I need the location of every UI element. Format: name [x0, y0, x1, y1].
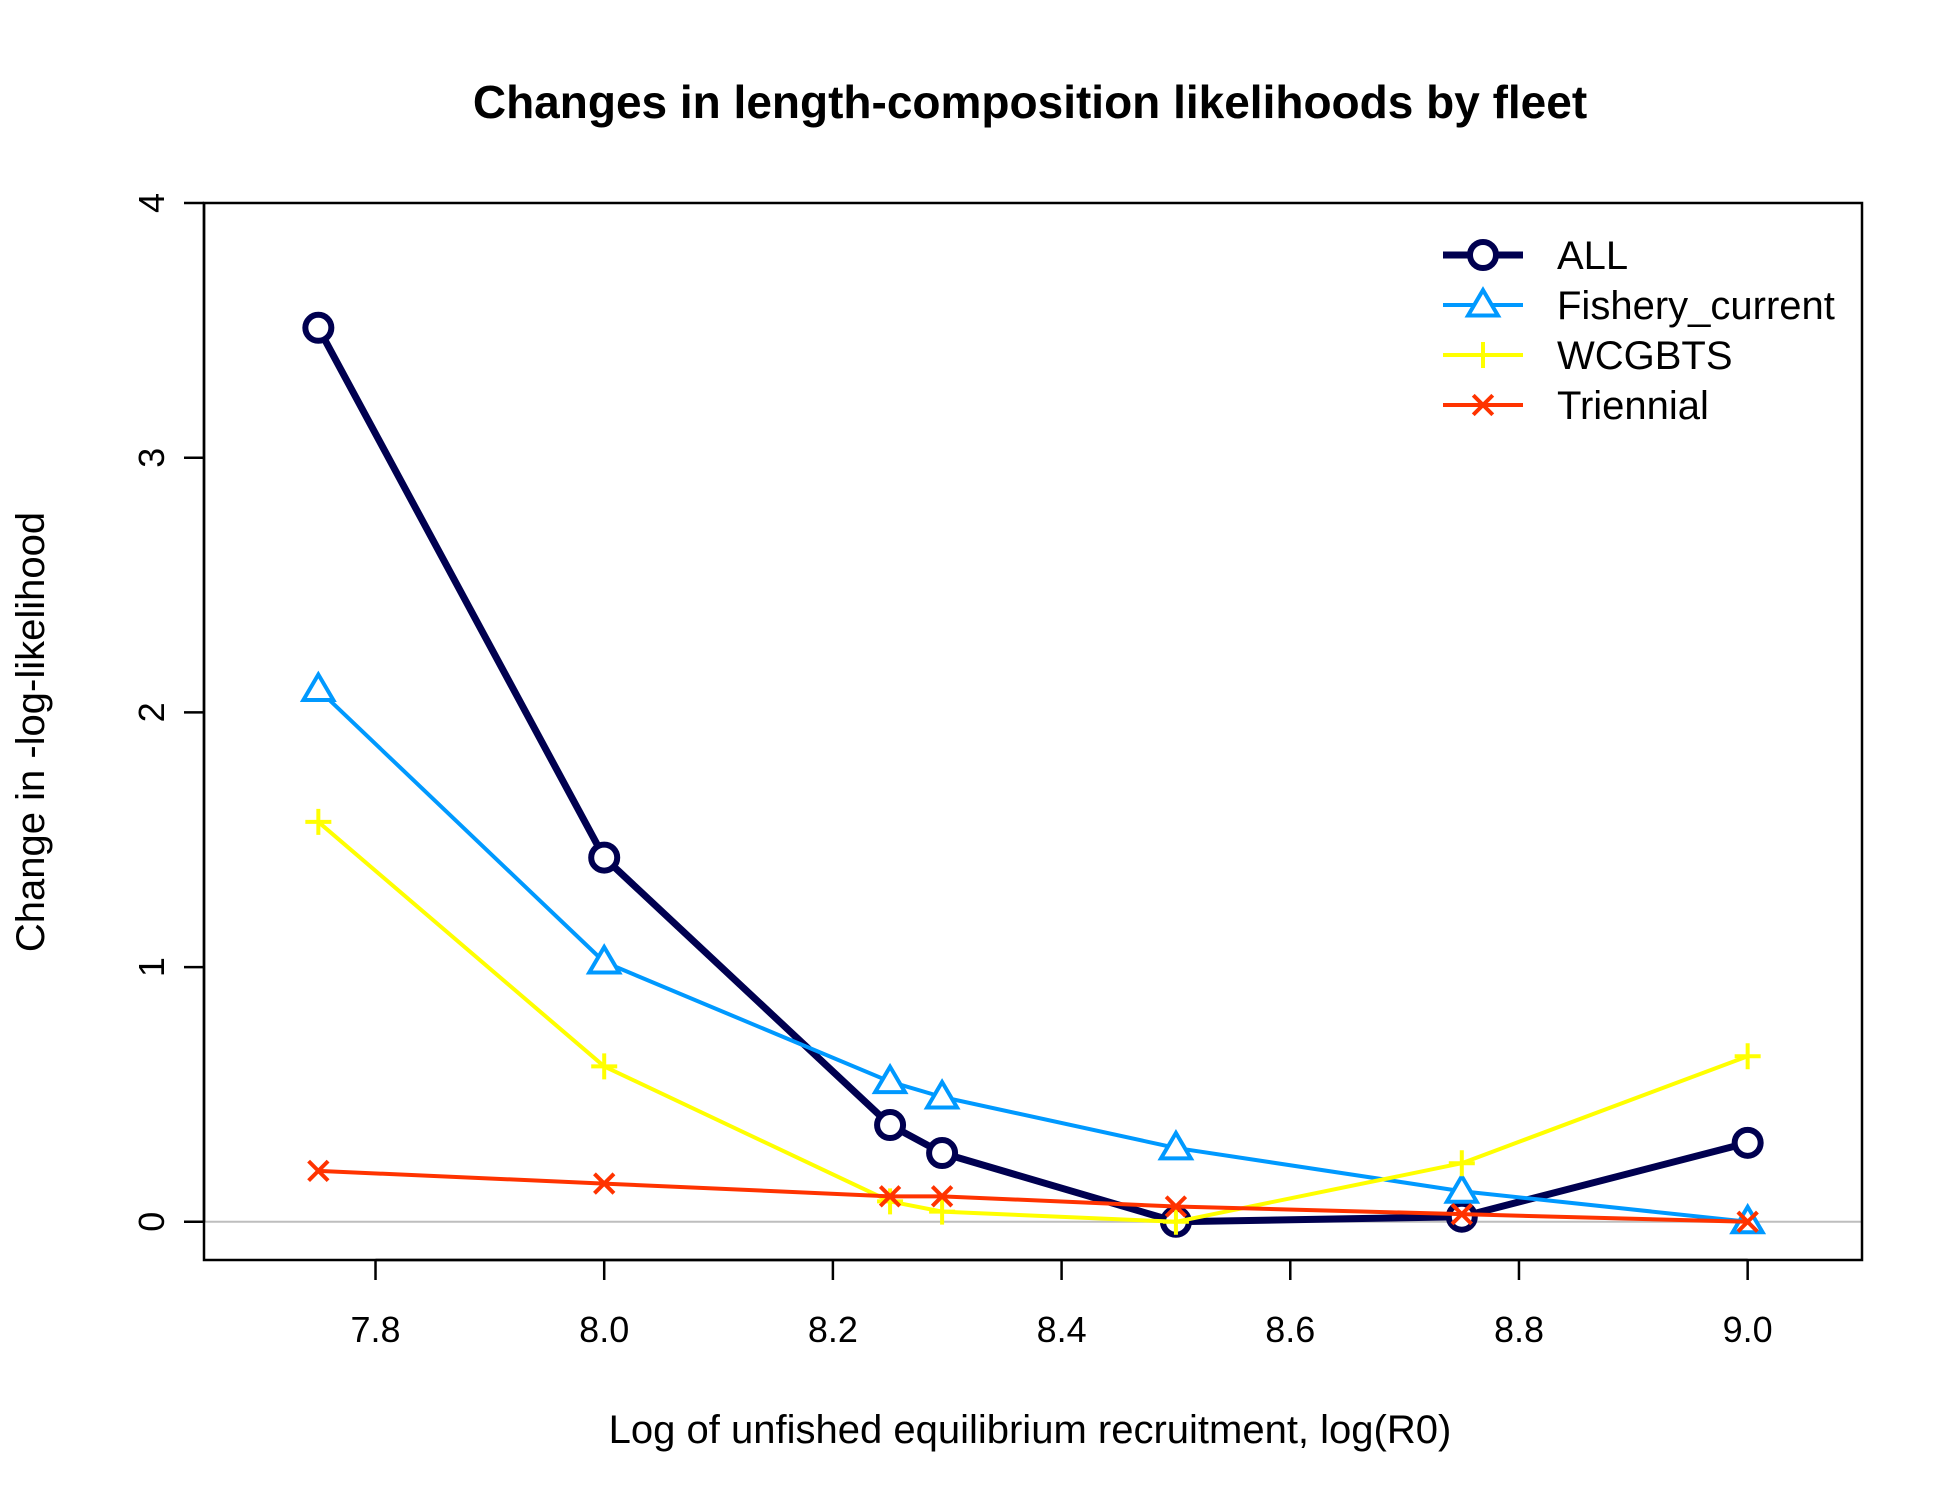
data-point-all: [588, 841, 621, 874]
data-point-wcgbts: [1734, 1043, 1761, 1070]
series-line-fishery-current: [316, 688, 1748, 1224]
legend-marker-wcgbts: [1470, 342, 1496, 368]
chart-title: Changes in length-composition likelihood…: [473, 76, 1587, 128]
x-tick-label: 8.2: [808, 1309, 858, 1350]
data-point-fishery-current: [1443, 1172, 1481, 1204]
legend: ALL Fishery_current WCGBTS Triennial: [1443, 234, 1835, 428]
data-point-wcgbts: [929, 1198, 956, 1225]
data-point-all: [874, 1109, 907, 1142]
x-tick-label: 9.0: [1723, 1309, 1773, 1350]
data-point-triennial: [878, 1185, 902, 1208]
legend-label-fishery-current: Fishery_current: [1557, 284, 1835, 328]
x-tick-label: 8.8: [1494, 1309, 1544, 1350]
data-point-triennial: [930, 1185, 954, 1208]
legend-label-triennial: Triennial: [1557, 384, 1709, 428]
data-point-fishery-current: [871, 1062, 909, 1095]
data-point-wcgbts: [1448, 1150, 1475, 1177]
y-tick-label: 0: [131, 1212, 172, 1232]
data-point-triennial: [1450, 1202, 1473, 1226]
data-point-all: [926, 1137, 959, 1170]
series-triennial: [307, 1159, 1759, 1233]
y-tick-label: 4: [131, 193, 172, 213]
x-tick-label: 8.4: [1037, 1309, 1087, 1350]
legend-label-all: ALL: [1557, 234, 1628, 278]
series-all: [302, 311, 1764, 1238]
data-point-triennial: [307, 1159, 330, 1183]
plot-area: 7.8 8.0 8.2 8.4 8.6 8.8 9.0 0 1 2 3 4 ALL Fishery_cur…: [131, 193, 1864, 1350]
data-point-triennial: [1736, 1210, 1759, 1233]
x-tick-label: 8.0: [579, 1309, 629, 1350]
y-tick-label: 1: [131, 957, 172, 977]
data-point-fishery-current: [1157, 1129, 1195, 1161]
x-tick-label: 8.6: [1265, 1309, 1315, 1350]
data-point-triennial: [1164, 1195, 1188, 1218]
data-point-wcgbts: [305, 808, 332, 835]
y-tick-label: 2: [131, 702, 172, 722]
data-point-all: [1731, 1126, 1764, 1159]
legend-marker-all: [1467, 239, 1499, 271]
data-point-triennial: [593, 1172, 616, 1195]
data-point-fishery-current: [923, 1078, 961, 1110]
legend-marker-triennial: [1471, 393, 1495, 417]
data-point-wcgbts: [591, 1053, 618, 1080]
data-point-fishery-current: [585, 943, 623, 975]
y-tick-label: 3: [131, 448, 172, 468]
data-point-all: [302, 311, 335, 344]
x-tick-label: 7.8: [350, 1309, 400, 1350]
y-axis-label: Change in -log-likelihood: [9, 512, 53, 952]
legend-marker-fishery-current: [1464, 286, 1502, 318]
data-point-wcgbts: [1162, 1208, 1189, 1235]
x-axis-label: Log of unfished equilibrium recruitment,…: [609, 1408, 1452, 1452]
series-line-wcgbts: [317, 820, 1749, 1224]
series-fishery-current: [299, 670, 1767, 1235]
legend-label-wcgbts: WCGBTS: [1557, 334, 1733, 378]
data-point-fishery-current: [299, 670, 337, 702]
data-point-wcgbts: [877, 1188, 904, 1215]
series-wcgbts: [305, 808, 1761, 1235]
series-line-all: [315, 326, 1749, 1226]
